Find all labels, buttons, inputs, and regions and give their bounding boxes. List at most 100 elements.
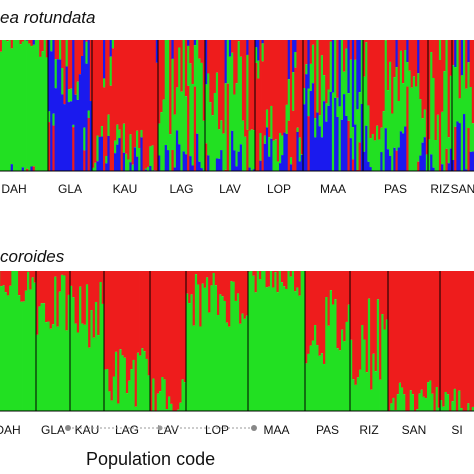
individual-bar-blue xyxy=(129,162,132,171)
individual-bar-green xyxy=(434,140,438,171)
individual-bar-green xyxy=(314,118,317,138)
individual-bar-green xyxy=(332,304,335,411)
individual-bar-red xyxy=(180,40,184,92)
individual-bar-blue xyxy=(325,121,328,171)
individual-bar-red xyxy=(298,271,302,296)
individual-bar-red xyxy=(311,271,315,341)
individual-bar-green xyxy=(252,275,255,411)
individual-bar-red xyxy=(414,271,417,411)
individual-bar-green xyxy=(323,75,326,102)
individual-bar-red xyxy=(72,127,75,171)
individual-bar-red xyxy=(294,271,297,292)
individual-bar-blue xyxy=(471,151,474,171)
individual-bar-red xyxy=(287,120,291,171)
individual-bar-green xyxy=(298,137,302,162)
individual-bar-green xyxy=(250,271,253,411)
individual-bar-blue xyxy=(237,151,241,171)
individual-bar-green xyxy=(4,40,7,171)
individual-bar-blue xyxy=(158,155,161,171)
individual-bar-green xyxy=(289,276,293,411)
individual-bar-green xyxy=(354,384,358,411)
individual-bar-red xyxy=(101,271,105,304)
individual-bar-red xyxy=(233,40,236,95)
individual-bar-green xyxy=(268,137,271,157)
individual-bar-blue xyxy=(205,40,208,85)
individual-bar-red xyxy=(432,40,435,78)
individual-bar-green xyxy=(263,135,267,144)
individual-bar-green xyxy=(131,164,135,171)
individual-bar-green xyxy=(92,167,95,171)
individual-bar-red xyxy=(232,271,236,282)
individual-bar-red xyxy=(248,271,251,272)
individual-bar-blue xyxy=(311,83,315,171)
individual-bar-red xyxy=(0,40,3,52)
individual-bar-red xyxy=(365,40,368,43)
individual-bar-green xyxy=(395,67,399,151)
individual-bar-red xyxy=(243,271,247,319)
individual-bar-blue xyxy=(48,40,51,112)
individual-bar-blue xyxy=(389,155,392,171)
individual-bar-green xyxy=(287,271,291,411)
individual-bar-green xyxy=(31,277,35,411)
individual-bar-red xyxy=(276,40,280,162)
individual-bar-red xyxy=(136,271,140,353)
individual-bar-red xyxy=(445,148,449,171)
individual-bar-red xyxy=(405,271,408,411)
individual-bar-green xyxy=(302,271,306,411)
individual-bar-red xyxy=(237,40,241,42)
individual-bar-green xyxy=(300,154,304,155)
individual-bar-green xyxy=(255,47,258,63)
individual-bar-red xyxy=(462,271,466,411)
individual-bar-blue xyxy=(21,167,25,171)
individual-bar-green xyxy=(270,105,273,139)
individual-bar-green xyxy=(149,146,152,167)
individual-bar-red xyxy=(32,166,36,171)
individual-bar-red xyxy=(467,128,470,171)
individual-bar-green xyxy=(334,299,337,411)
individual-bar-red xyxy=(411,271,415,395)
individual-bar-blue xyxy=(200,168,204,171)
individual-bar-red xyxy=(425,40,429,155)
individual-bar-red xyxy=(373,40,377,141)
marker-dot xyxy=(65,425,71,431)
tick-label-pas: PAS xyxy=(384,182,407,196)
individual-bar-red xyxy=(412,40,416,77)
individual-bar-green xyxy=(76,81,80,100)
tick-label-lag: LAG xyxy=(169,182,193,196)
individual-bar-blue xyxy=(85,63,88,171)
individual-bar-blue xyxy=(460,40,464,76)
individual-bar-green xyxy=(143,351,147,411)
individual-bar-green xyxy=(327,325,331,411)
individual-bar-blue xyxy=(144,169,148,171)
individual-bar-green xyxy=(410,87,414,171)
individual-bar-green xyxy=(452,65,455,161)
individual-bar-blue xyxy=(456,121,459,171)
individual-bar-blue xyxy=(26,40,29,41)
individual-bar-green xyxy=(231,52,234,131)
individual-bar-red xyxy=(283,40,286,133)
individual-bar-green xyxy=(300,271,304,411)
individual-bar-green xyxy=(228,56,232,171)
individual-bar-red xyxy=(345,271,349,322)
individual-bar-green xyxy=(233,94,236,151)
individual-bar-green xyxy=(81,323,84,411)
individual-bar-green xyxy=(389,61,392,156)
individual-bar-green xyxy=(200,62,204,169)
individual-bar-red xyxy=(209,40,212,103)
individual-bar-red xyxy=(76,40,80,82)
individual-bar-green xyxy=(60,274,64,411)
individual-bar-red xyxy=(212,271,216,273)
individual-bar-red xyxy=(289,40,293,158)
individual-bar-red xyxy=(54,40,58,60)
individual-bar-red xyxy=(6,40,9,42)
individual-bar-red xyxy=(63,271,66,276)
individual-bar-red xyxy=(429,271,432,381)
individual-bar-red xyxy=(252,40,256,131)
individual-bar-red xyxy=(458,271,461,391)
individual-bar-green xyxy=(223,300,227,411)
individual-bar-red xyxy=(245,271,249,316)
individual-bar-red xyxy=(422,271,426,397)
individual-bar-red xyxy=(307,116,311,171)
marker-dot xyxy=(251,425,257,431)
individual-bar-green xyxy=(181,379,185,411)
